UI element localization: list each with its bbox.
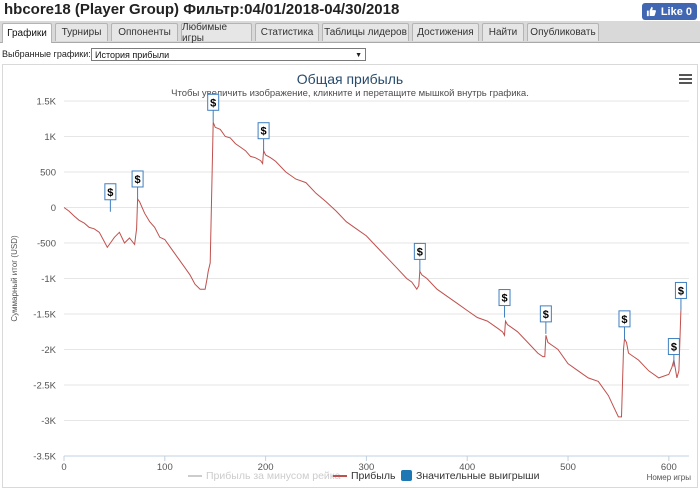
profit-series-line [63, 122, 682, 418]
big-win-flag [104, 183, 117, 201]
y-tick-label: -1K [41, 274, 56, 285]
big-win-flag [131, 170, 144, 188]
tab-charts[interactable]: Графики [2, 23, 52, 43]
big-win-flag-label: $ [417, 246, 423, 258]
tab-search[interactable]: Найти [482, 23, 524, 41]
y-tick-label: -2.5K [33, 381, 56, 392]
big-win-flag [257, 122, 270, 140]
legend-symbol-big-wins [401, 470, 412, 481]
y-tick-label: -2K [41, 345, 56, 356]
big-win-flag-label: $ [543, 309, 549, 321]
legend-net-profit: Прибыль за минусом рейка [206, 470, 341, 482]
big-win-flag-label: $ [678, 285, 684, 297]
like-label: Like 0 [660, 5, 692, 18]
y-tick-label: 0 [51, 203, 56, 214]
chart-selector-row: Выбранные графики: История прибыли ▼ [0, 46, 700, 64]
y-tick-label: -1.5K [33, 310, 56, 321]
y-tick-label: 1K [44, 132, 56, 143]
dropdown-arrow-icon: ▼ [355, 52, 362, 59]
big-win-flag-label: $ [107, 187, 113, 199]
page-title: hbcore18 (Player Group) Фильтр:04/01/201… [4, 1, 400, 18]
big-win-flag [498, 289, 511, 307]
facebook-like-button[interactable]: Like 0 [641, 3, 697, 20]
chart-menu-icon[interactable] [679, 74, 692, 84]
tab-publish[interactable]: Опубликовать [527, 23, 599, 41]
y-tick-label: 500 [40, 168, 56, 179]
chart-container[interactable]: Общая прибыль Чтобы увеличить изображение… [2, 64, 698, 488]
big-win-flag-label: $ [501, 293, 507, 305]
x-tick-label: 500 [560, 462, 576, 473]
tab-bar: Графики Турниры Оппоненты Любимые игры С… [0, 21, 700, 44]
big-win-flag-label: $ [135, 174, 141, 186]
tab-favorite-games[interactable]: Любимые игры [181, 22, 252, 44]
big-win-flag-label: $ [621, 314, 627, 326]
big-win-flag [667, 338, 680, 356]
big-win-flag [207, 93, 220, 111]
y-tick-label: -500 [37, 239, 56, 250]
big-win-flag-label: $ [671, 342, 677, 354]
y-axis-label: Суммарный итог (USD) [10, 235, 19, 322]
tab-leaderboards[interactable]: Таблицы лидеров [322, 23, 409, 41]
chart-title: Общая прибыль [297, 71, 403, 87]
big-win-flag-label: $ [261, 126, 267, 138]
tab-statistics[interactable]: Статистика [255, 23, 319, 41]
chart-select[interactable]: История прибыли ▼ [91, 48, 366, 61]
x-tick-label: 200 [258, 462, 274, 473]
thumbs-up-icon [646, 6, 656, 17]
big-win-flag-label: $ [210, 97, 216, 109]
y-tick-label: 1.5K [36, 97, 56, 108]
x-tick-label: 600 [661, 462, 677, 473]
legend-big-wins: Значительные выигрыши [416, 470, 540, 482]
big-win-flag [618, 310, 631, 328]
x-tick-label: 0 [61, 462, 66, 473]
tab-opponents[interactable]: Оппоненты [111, 23, 178, 41]
x-tick-label: 300 [358, 462, 374, 473]
x-tick-label: 400 [459, 462, 475, 473]
top-bar: hbcore18 (Player Group) Фильтр:04/01/201… [0, 0, 700, 22]
x-axis-label: Номер игры [647, 473, 692, 482]
y-tick-label: -3.5K [33, 452, 56, 463]
tab-tournaments[interactable]: Турниры [55, 23, 108, 41]
big-win-flag [413, 242, 426, 260]
legend-profit: Прибыль [351, 470, 396, 482]
chart-select-value: История прибыли [95, 50, 170, 60]
selector-label: Выбранные графики: [2, 49, 91, 59]
big-win-flag [539, 305, 552, 323]
big-win-flag [674, 281, 687, 299]
y-tick-label: -3K [41, 416, 56, 427]
chart-subtitle: Чтобы увеличить изображение, кликните и … [171, 88, 529, 99]
x-tick-label: 100 [157, 462, 173, 473]
tab-achievements[interactable]: Достижения [412, 23, 479, 41]
